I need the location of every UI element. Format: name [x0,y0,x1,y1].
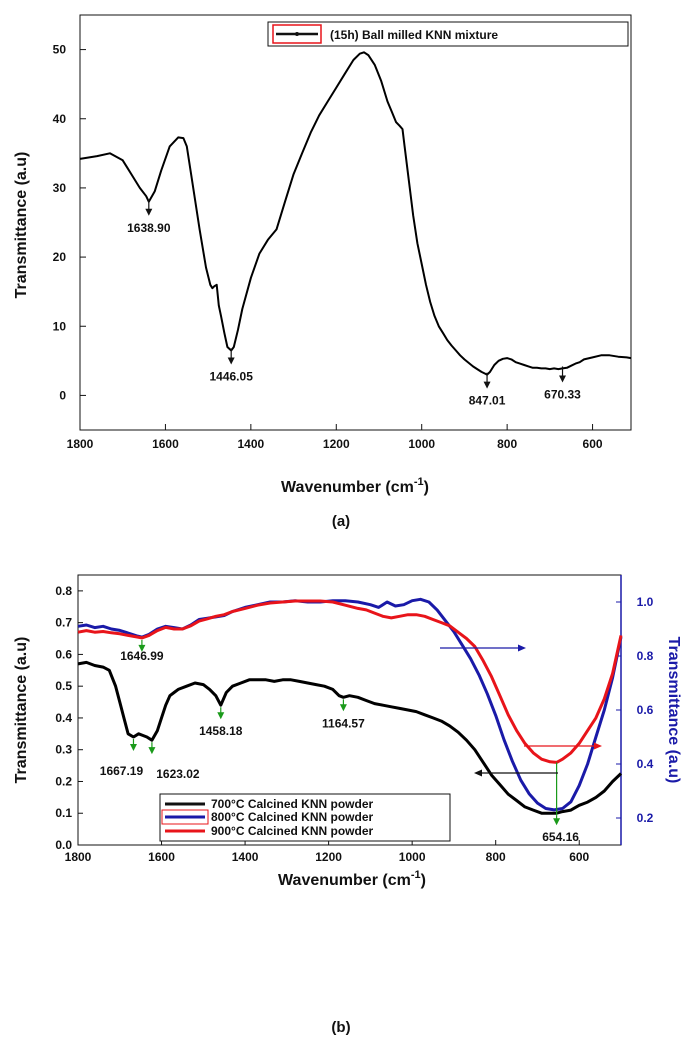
panel-b-annotation-arrow-head [148,747,156,755]
panel-a-legend-box [267,21,629,47]
panel-a-series [79,51,632,376]
panel-b-annotation-label: 1458.18 [199,724,243,738]
panel-a-y-tick-label: 30 [53,181,67,195]
panel-b-x-tick-label: 800 [486,850,506,864]
panel-a-legend-label: (15h) Ball milled KNN mixture [330,28,498,42]
panel-b-y-tick-label: 0.7 [55,616,72,630]
panel-b-y-right-tick-label: 0.8 [637,649,654,663]
panel-a-y-tick-label: 40 [53,112,67,126]
panel-a-chart: 1800 1600 1400 1200 1000 800 600 0 10 20 30 40 50 16… [13,14,632,530]
panel-b-y-tick-label: 0.1 [55,806,72,820]
panel-b-annotation-arrow-head [339,704,347,712]
panel-b-y-tick-label: 0.0 [55,838,72,852]
panel-a-annotation-label: 1446.05 [209,369,253,383]
panel-a-annotation-label: 670.33 [544,387,581,401]
panel-b-axis-arrows [440,644,602,777]
panel-a-annotation-arrow-head [227,357,235,365]
panel-a-series-line [79,51,632,376]
panel-a-annotation-arrow-head [145,208,153,216]
panel-a-x-axis-title-close: ) [424,479,429,496]
panel-b-x-tick-label: 1000 [399,850,426,864]
panel-a-x-tick-label: 1600 [152,437,179,451]
panel-b-y-right-tick-label: 0.4 [637,757,654,771]
panel-a-legend-marker [295,32,299,36]
panel-a-y-tick-label: 10 [53,319,67,333]
panel-b-x-tick-label: 1600 [148,850,175,864]
panel-b-y-axis-title-right: Transmittance (a.u) [665,637,682,784]
panel-b-x-axis-title-sup: -1 [411,869,421,881]
panel-a-x-tick-label: 1400 [238,437,265,451]
panel-a-plot-frame [79,14,632,431]
panel-b-annotation-arrow-head [553,818,561,826]
panel-b-annotation-label: 1667.19 [100,764,144,778]
panel-a-y-tick-label: 0 [59,388,66,402]
panel-b-x-axis-title: Wavenumber (cm-1) [278,869,426,889]
panel-b-x-tick-label: 1800 [65,850,92,864]
panel-a-y-axis-title: Transmittance (a.u) [13,152,30,299]
panel-b-x-axis-title-main: Wavenumber (cm [278,872,411,889]
panel-b-legend-swatch-frame-800 [161,809,209,825]
panel-b-y-tick-label: 0.4 [55,711,72,725]
panel-b-y-tick-label: 0.2 [55,774,72,788]
panel-b-x-tick-label: 1400 [232,850,259,864]
panel-b-legend-label-700: 700°C Calcined KNN powder [211,797,374,811]
panel-b-chart: 1800 1600 1400 1200 1000 800 600 0.0 0.1 0.2 0.3 0.… [13,574,682,1036]
panel-b-series-line [77,599,623,764]
panel-a-x-axis-title: Wavenumber (cm-1) [281,476,429,496]
panel-a-x-tick-label: 1000 [408,437,435,451]
panel-b-annotation-label: 1646.99 [120,649,164,663]
panel-a-x-axis-title-sup: -1 [414,476,424,488]
panel-a-x-tick-label: 1800 [67,437,94,451]
panel-b-y-tick-label: 0.8 [55,584,72,598]
panel-b-x-axis-title-close: ) [421,872,426,889]
black-series-axis-arrow-head [474,769,482,777]
panel-a-annotation-label: 847.01 [469,394,506,408]
panel-b-y-tick-label: 0.3 [55,743,72,757]
panel-a-x-axis-title-main: Wavenumber (cm [281,479,414,496]
panel-b-annotations: 1646.99 1667.19 1623.02 1458.18 1164.57 654.1… [100,639,579,844]
panel-b-y-axis-title: Transmittance (a.u) [13,637,30,784]
red-series-axis-arrow-head [594,742,602,750]
blue-series-axis-arrow-head [518,644,526,652]
panel-a-legend-swatch-frame [272,24,322,44]
panel-b-annotation-label: 654.16 [542,830,579,844]
panel-b-series-line [77,660,623,815]
panel-b-y-tick-label: 0.5 [55,679,72,693]
panel-b-annotation-arrow-head [138,644,146,652]
panel-a-annotations: 1638.90 1446.05 847.01 670.33 [127,199,581,408]
panel-b-annotation-label: 1623.02 [156,767,200,781]
panel-b-legend-label-800: 800°C Calcined KNN powder [211,810,374,824]
panel-b-y-right-tick-label: 1.0 [637,595,654,609]
panel-b-y-tick-label: 0.6 [55,647,72,661]
panel-a-annotation-label: 1638.90 [127,221,171,235]
panel-a-y-tick-label: 20 [53,250,67,264]
panel-b-annotation-arrow-head [129,744,137,751]
panel-a-annotation-arrow-head [559,375,567,383]
panel-b-y-right-tick-label: 0.6 [637,703,654,717]
panel-b-legend-label-900: 900°C Calcined KNN powder [211,824,374,838]
panel-a-y-tick-label: 50 [53,43,67,57]
panel-b-legend: 700°C Calcined KNN powder 800°C Calcined… [159,793,451,842]
panel-a-x-tick-label: 800 [497,437,517,451]
panel-a-ticks: 1800 1600 1400 1200 1000 800 600 0 10 20 30 40 50 [53,43,603,451]
panel-b-x-tick-label: 1200 [315,850,342,864]
panel-a-x-tick-label: 1200 [323,437,350,451]
panel-b-label: (b) [331,1019,350,1036]
panel-b-x-tick-label: 600 [569,850,589,864]
panel-b-ticks: 1800 1600 1400 1200 1000 800 600 0.0 0.1 0.2 0.3 0.… [55,584,653,864]
panel-a-legend: (15h) Ball milled KNN mixture [267,21,629,47]
panel-a-x-tick-label: 600 [583,437,603,451]
panel-a-label: (a) [332,513,350,530]
panel-a-annotation-arrow-head [483,381,491,389]
panel-b-annotation-arrow-head [217,712,225,720]
panel-b-annotation-label: 1164.57 [322,716,365,730]
panel-b-y-right-tick-label: 0.2 [637,811,654,825]
panel-b-series [77,597,623,815]
